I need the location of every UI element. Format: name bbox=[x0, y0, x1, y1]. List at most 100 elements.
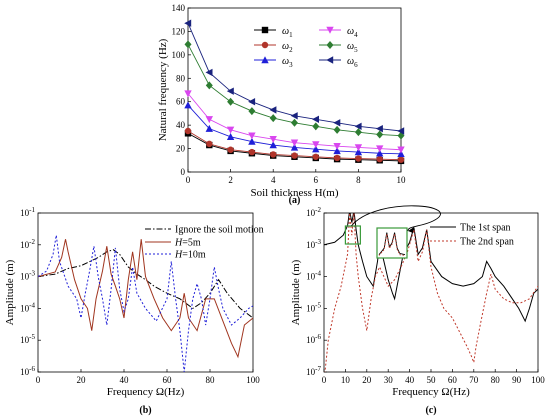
data-point bbox=[269, 114, 277, 123]
x-tick-label: 20 bbox=[77, 375, 87, 385]
y-tick-label: 10-5 bbox=[20, 333, 35, 345]
y-tick-label: 20 bbox=[176, 144, 186, 154]
plot-frame bbox=[187, 7, 402, 173]
legend-label: ω6 bbox=[347, 56, 358, 69]
x-tick-label: 60 bbox=[163, 375, 173, 385]
data-point bbox=[226, 133, 235, 141]
data-point bbox=[290, 139, 299, 147]
data-point bbox=[184, 19, 192, 27]
x-axis-label: Frequency Ω(Hz) bbox=[107, 386, 185, 398]
y-tick-label: 10-6 bbox=[306, 333, 321, 345]
y-tick-label: 0 bbox=[181, 167, 186, 177]
y-tick-label: 10-3 bbox=[20, 270, 35, 282]
legend-label: ω1 bbox=[282, 26, 293, 39]
data-point bbox=[312, 145, 320, 153]
series-line bbox=[324, 213, 538, 323]
legend-marker bbox=[261, 41, 269, 49]
data-point bbox=[375, 124, 383, 133]
y-tick-label: 10-1 bbox=[20, 206, 35, 218]
data-point bbox=[291, 152, 298, 159]
y-tick-label: 10-6 bbox=[20, 365, 35, 377]
data-point bbox=[312, 115, 319, 123]
legend-label: Ignore the soil motion bbox=[175, 225, 264, 236]
x-tick-label: 6 bbox=[314, 175, 319, 185]
data-point bbox=[291, 118, 298, 127]
legend-label: H=5m bbox=[174, 238, 201, 249]
y-tick-label: 140 bbox=[172, 3, 186, 13]
legend-marker bbox=[326, 26, 334, 34]
data-point bbox=[354, 122, 362, 131]
data-point bbox=[184, 90, 192, 98]
series-line bbox=[38, 235, 253, 372]
data-point bbox=[205, 116, 213, 124]
legend-label: ω4 bbox=[347, 26, 358, 39]
data-point bbox=[205, 68, 213, 77]
data-point bbox=[354, 144, 363, 152]
data-point bbox=[290, 112, 298, 120]
zoom-inset-1st-span bbox=[378, 232, 406, 256]
data-point bbox=[248, 137, 256, 145]
legend-marker bbox=[261, 56, 269, 64]
legend-marker bbox=[326, 41, 334, 49]
data-point bbox=[333, 154, 341, 162]
y-tick-label: 10-4 bbox=[306, 270, 321, 282]
x-tick-label: 40 bbox=[405, 375, 415, 385]
panel-label: (c) bbox=[425, 405, 436, 416]
x-tick-label: 10 bbox=[397, 175, 407, 185]
data-point bbox=[312, 122, 320, 131]
data-point bbox=[227, 97, 235, 106]
x-tick-label: 0 bbox=[322, 375, 327, 385]
data-point bbox=[248, 132, 256, 140]
data-point bbox=[184, 101, 192, 109]
x-tick-label: 0 bbox=[186, 175, 191, 185]
x-tick-label: 2 bbox=[228, 175, 233, 185]
y-tick-label: 10-4 bbox=[20, 301, 35, 313]
data-point bbox=[205, 124, 213, 132]
data-point bbox=[376, 149, 384, 157]
data-point bbox=[248, 98, 256, 106]
panel-label: (a) bbox=[289, 195, 301, 206]
data-point bbox=[206, 140, 213, 148]
data-point bbox=[354, 128, 362, 137]
data-point bbox=[333, 125, 341, 134]
data-point bbox=[248, 148, 256, 156]
legend-label: ω3 bbox=[282, 56, 293, 69]
data-point bbox=[184, 40, 192, 49]
x-tick-label: 30 bbox=[384, 375, 394, 385]
x-tick-label: 40 bbox=[120, 375, 130, 385]
data-point bbox=[333, 147, 341, 155]
zoom-arrow-head bbox=[408, 227, 414, 233]
zoom-arrow bbox=[351, 205, 441, 232]
data-point bbox=[312, 141, 320, 149]
y-tick-label: 120 bbox=[172, 26, 186, 36]
data-point bbox=[269, 141, 277, 149]
data-point bbox=[269, 136, 277, 143]
data-point bbox=[397, 146, 405, 154]
data-point bbox=[248, 107, 256, 116]
data-point bbox=[226, 87, 234, 95]
data-point bbox=[269, 106, 277, 114]
y-tick-label: 80 bbox=[176, 73, 186, 83]
x-tick-label: 60 bbox=[448, 375, 458, 385]
x-axis-label: Soil thickness H(m) bbox=[251, 187, 339, 199]
y-tick-label: 60 bbox=[176, 97, 186, 107]
legend-marker bbox=[326, 56, 334, 64]
y-axis-label: Amplitude (m) bbox=[4, 259, 16, 325]
data-point bbox=[397, 127, 405, 135]
x-tick-label: 90 bbox=[512, 375, 522, 385]
y-axis-label: Amplitude (m) bbox=[290, 259, 302, 325]
data-point bbox=[184, 127, 192, 135]
panel-c: 0 10 20 30 40 50 60 70 80 90 100 10-7 10-6 10-5 10-4 10… bbox=[290, 205, 545, 416]
legend-label: H=10m bbox=[174, 250, 206, 261]
x-tick-label: 20 bbox=[362, 375, 372, 385]
y-tick-label: 10-7 bbox=[306, 365, 321, 377]
data-point bbox=[333, 119, 341, 127]
legend-label: ω2 bbox=[282, 41, 293, 54]
legend-label: The 2nd span bbox=[460, 237, 514, 248]
data-point bbox=[227, 146, 234, 153]
x-tick-label: 80 bbox=[206, 375, 216, 385]
x-tick-label: 70 bbox=[469, 375, 479, 385]
x-tick-label: 8 bbox=[356, 175, 361, 185]
